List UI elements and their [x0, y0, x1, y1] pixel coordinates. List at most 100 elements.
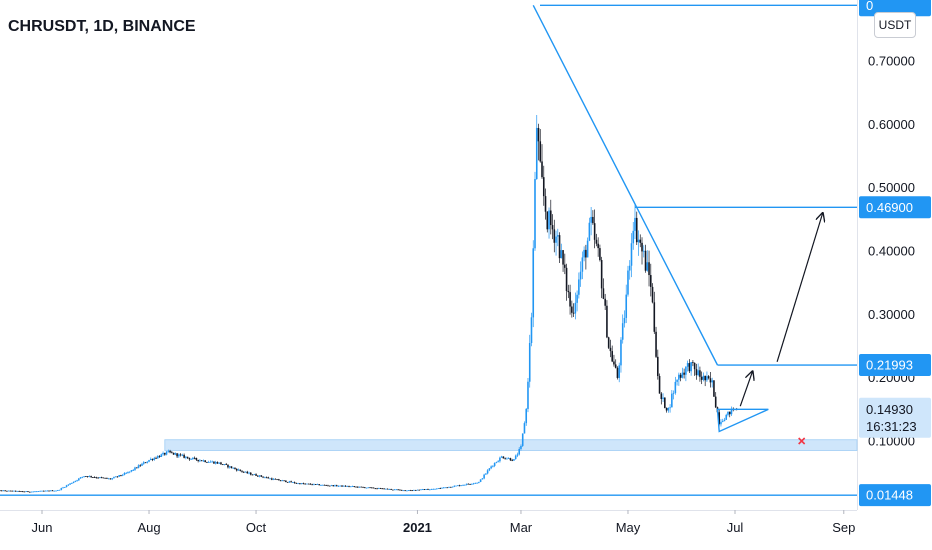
candle-body — [86, 476, 89, 478]
candle-body — [311, 484, 313, 486]
candle-body — [362, 486, 364, 488]
candle-body — [213, 461, 215, 464]
candle-body — [713, 380, 715, 397]
candle-body — [555, 236, 557, 243]
candle-body — [132, 469, 135, 471]
candle-body — [293, 482, 296, 484]
candle-body — [156, 456, 159, 459]
candle-body — [85, 476, 87, 477]
candle-body — [202, 460, 205, 462]
candle-body — [200, 460, 203, 462]
currency-button[interactable]: USDT — [874, 12, 916, 38]
candle-body — [393, 489, 396, 491]
candle-body — [414, 490, 417, 491]
candle-body — [500, 456, 503, 458]
candle-body — [99, 477, 101, 479]
candle-body — [639, 239, 642, 243]
candle-body — [328, 485, 331, 487]
candle-body — [365, 487, 368, 489]
candle-body — [425, 489, 428, 490]
candle-body — [114, 476, 117, 478]
candle-body — [485, 473, 487, 475]
candle-body — [669, 407, 671, 409]
candle-body — [657, 356, 659, 377]
candle-body — [67, 484, 70, 486]
candle-body — [295, 483, 298, 484]
candle-body — [299, 483, 301, 485]
candle-body — [193, 457, 196, 459]
candle-body — [264, 477, 266, 479]
candle-body — [369, 487, 371, 489]
candle-body — [662, 397, 664, 399]
candle-body — [155, 457, 157, 459]
time-axis[interactable]: Jun Aug Oct 2021 Mar May Jul Sep — [32, 510, 856, 535]
candle-body — [242, 471, 245, 473]
candle-body — [335, 485, 338, 487]
candle-body — [290, 481, 292, 483]
candle-body — [655, 331, 657, 357]
candle-body — [604, 298, 606, 306]
candle-body — [81, 476, 84, 478]
candle-body — [332, 485, 335, 487]
candle-body — [418, 489, 421, 491]
candle-body — [634, 217, 636, 231]
candle-body — [383, 488, 385, 490]
candle-body — [111, 478, 113, 480]
y-tick-label: 0.60000 — [868, 117, 915, 132]
candle-body — [230, 466, 233, 469]
candle-body — [504, 458, 506, 460]
candle-body — [55, 490, 57, 492]
candle-body — [320, 485, 322, 486]
candle-body — [237, 469, 240, 471]
candle-body — [471, 483, 473, 485]
candle-body — [367, 487, 370, 489]
candle-body — [286, 482, 289, 483]
price-label-bg — [859, 484, 931, 507]
candle-body — [316, 484, 319, 485]
candle-body — [220, 462, 222, 465]
candle-body — [449, 486, 452, 488]
candle-body — [671, 393, 673, 408]
candle-body — [258, 475, 261, 477]
candle-body — [337, 485, 340, 487]
candle-body — [723, 419, 726, 422]
candle-body — [186, 456, 189, 458]
candle-body — [228, 466, 231, 468]
candle-body — [360, 486, 363, 488]
candle-body — [585, 249, 587, 258]
candle-body — [167, 450, 170, 452]
candle-body — [602, 288, 605, 299]
candle-body — [542, 177, 545, 197]
candle-body — [321, 484, 324, 486]
candle-body — [292, 482, 294, 483]
candle-body — [679, 374, 682, 378]
candle-body — [513, 459, 515, 461]
candle-body — [523, 423, 526, 434]
candle-body — [386, 488, 389, 490]
candle-body — [692, 362, 694, 363]
candle-body — [302, 483, 305, 485]
x-tick-label: 2021 — [403, 520, 432, 535]
candle-body — [469, 484, 471, 485]
x-tick-label: May — [616, 520, 641, 535]
candle-body — [148, 460, 150, 462]
candle-body — [134, 467, 136, 470]
candle-body — [58, 489, 61, 491]
candle-body — [209, 461, 212, 463]
candle-body — [571, 306, 573, 313]
candle-body — [406, 490, 408, 492]
price-axis[interactable]: 0.100000.200000.300000.400000.500000.600… — [859, 0, 931, 507]
candle-body — [607, 337, 610, 348]
candle-body — [127, 472, 129, 473]
x-tick-label: Mar — [510, 520, 533, 535]
candle-body — [214, 462, 217, 464]
candle-body — [483, 474, 485, 479]
candle-body — [20, 491, 22, 492]
candle-body — [16, 490, 19, 492]
candle-body — [583, 249, 585, 258]
candle-body — [306, 483, 308, 485]
candle-body — [267, 477, 270, 479]
candle-body — [197, 459, 199, 462]
candle-body — [125, 472, 128, 474]
